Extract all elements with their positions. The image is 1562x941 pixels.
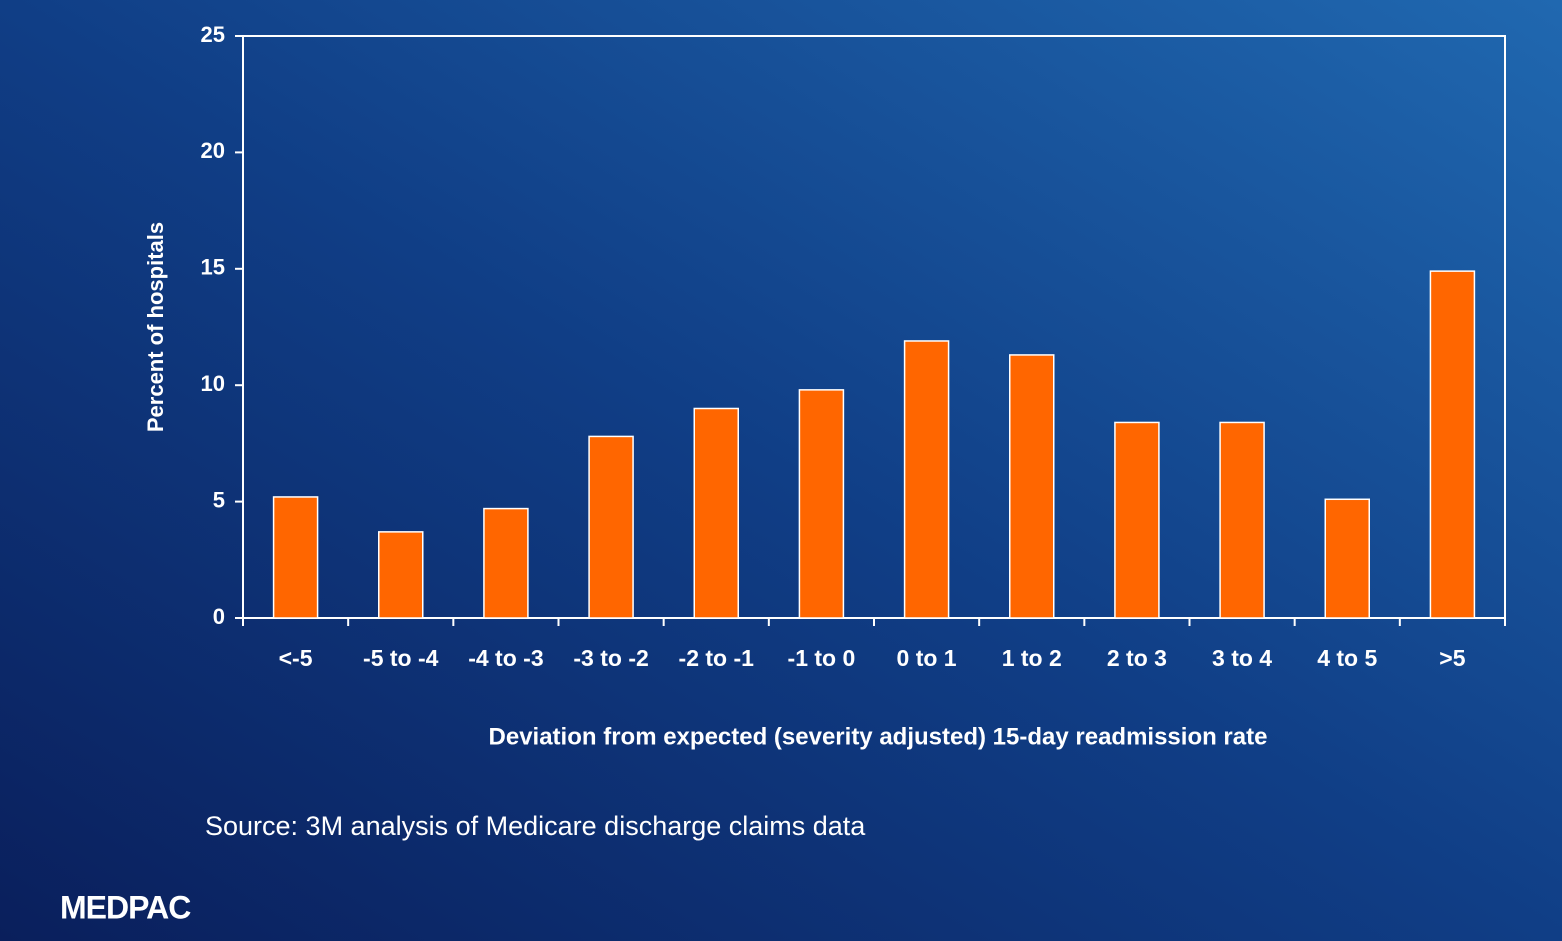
x-tick-label: -2 to -1	[679, 645, 755, 671]
y-tick-label: 25	[201, 22, 225, 47]
x-axis-label: Deviation from expected (severity adjust…	[489, 723, 1268, 750]
x-tick-label: 3 to 4	[1212, 645, 1272, 671]
x-tick-label: 1 to 2	[1002, 645, 1062, 671]
y-tick-label: 20	[201, 138, 225, 163]
x-tick-label: 4 to 5	[1317, 645, 1377, 671]
bar	[693, 407, 739, 619]
source-note: Source: 3M analysis of Medicare discharg…	[205, 811, 866, 841]
x-tick-label: 2 to 3	[1107, 645, 1167, 671]
bar	[798, 389, 845, 619]
bar	[1114, 421, 1160, 619]
y-axis-label: Percent of hospitals	[143, 222, 168, 432]
bar	[1324, 498, 1370, 619]
x-tick-label: <-5	[279, 645, 313, 671]
y-tick-label: 10	[201, 371, 225, 396]
bar	[1429, 270, 1476, 619]
bar	[903, 340, 950, 619]
x-tick-label: -4 to -3	[468, 645, 543, 671]
bar	[1009, 354, 1055, 619]
bar	[272, 496, 319, 619]
bar	[378, 531, 424, 619]
x-tick-label: -3 to -2	[573, 645, 648, 671]
x-tick-label: -1 to 0	[788, 645, 856, 671]
y-tick-label: 15	[201, 255, 225, 280]
logo: MEDPAC	[60, 889, 191, 925]
bar	[483, 507, 529, 619]
bar	[1219, 421, 1265, 619]
bar	[588, 435, 634, 619]
x-tick-label: -5 to -4	[363, 645, 439, 671]
x-tick-label: >5	[1439, 645, 1465, 671]
y-tick-label: 0	[213, 604, 225, 629]
x-tick-label: 0 to 1	[897, 645, 957, 671]
y-tick-label: 5	[213, 487, 225, 512]
